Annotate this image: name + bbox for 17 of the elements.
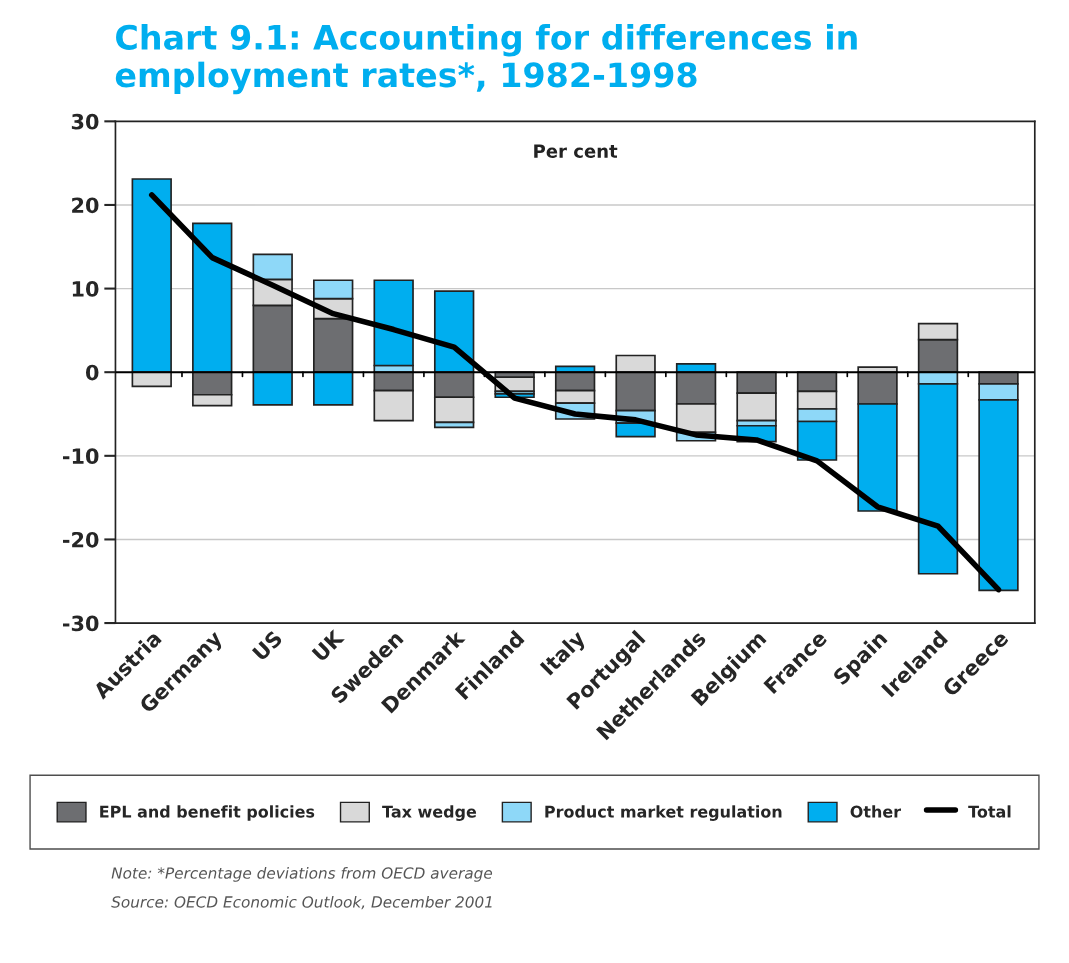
source-note: Source: OECD Economic Outlook, December 2001 xyxy=(111,895,492,910)
legend-label: Total xyxy=(968,805,1011,818)
y-tick-label: 0 xyxy=(85,364,99,381)
y-tick-label: -30 xyxy=(62,615,99,632)
y-tick-label: -10 xyxy=(62,448,99,465)
x-tick-label: US xyxy=(251,629,284,662)
y-axis-title: Per cent xyxy=(534,144,618,158)
legend-label: Product market regulation xyxy=(545,805,782,821)
y-tick-label: 10 xyxy=(72,281,99,297)
legend-label: EPL and benefit policies xyxy=(100,805,315,821)
chart-title: Chart 9.1: Accounting for differences in employment rates*, 1982-1998 xyxy=(115,24,857,95)
legend-label: Tax wedge xyxy=(382,805,477,821)
text: Note: *Percentage deviations from OECD average xyxy=(111,867,493,882)
y-tick-label: 30 xyxy=(71,113,99,130)
y-tick-label: -20 xyxy=(62,531,99,548)
y-tick-label: 20 xyxy=(72,197,99,214)
legend-label: Other xyxy=(850,805,902,818)
